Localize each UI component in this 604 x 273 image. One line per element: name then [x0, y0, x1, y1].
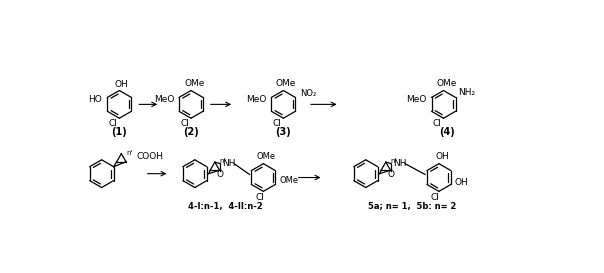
Text: NH: NH [222, 159, 236, 168]
Text: Cl: Cl [273, 119, 281, 128]
Text: OH: OH [114, 80, 128, 89]
Text: Cl: Cl [181, 119, 189, 128]
Text: OMe: OMe [257, 152, 276, 161]
Text: OMe: OMe [185, 79, 205, 88]
Text: (2): (2) [183, 127, 199, 137]
Text: OH: OH [454, 178, 468, 187]
Text: OH: OH [435, 152, 449, 161]
Text: O: O [217, 170, 223, 179]
Text: NH: NH [393, 159, 406, 168]
Text: OMe: OMe [280, 176, 299, 185]
Text: OMe: OMe [437, 79, 457, 88]
Text: (4): (4) [440, 127, 455, 137]
Text: Cl: Cl [433, 119, 442, 128]
Text: Cl: Cl [431, 193, 440, 202]
Text: n': n' [219, 158, 226, 164]
Text: HO: HO [88, 95, 101, 104]
Text: n': n' [127, 150, 133, 156]
Text: NH₂: NH₂ [458, 88, 475, 97]
Text: OMe: OMe [275, 79, 296, 88]
Text: MeO: MeO [246, 95, 266, 104]
Text: O: O [388, 170, 394, 179]
Text: MeO: MeO [406, 95, 427, 104]
Text: (1): (1) [112, 127, 127, 137]
Text: n': n' [390, 158, 397, 164]
Text: 5a; n= 1,  5b: n= 2: 5a; n= 1, 5b: n= 2 [368, 202, 456, 211]
Text: MeO: MeO [154, 95, 174, 104]
Text: Cl: Cl [255, 193, 264, 202]
Text: NO₂: NO₂ [300, 89, 316, 98]
Text: Cl: Cl [109, 119, 118, 128]
Text: 4-I:n-1,  4-II:n-2: 4-I:n-1, 4-II:n-2 [188, 202, 263, 211]
Text: (3): (3) [275, 127, 291, 137]
Text: COOH: COOH [137, 152, 164, 161]
